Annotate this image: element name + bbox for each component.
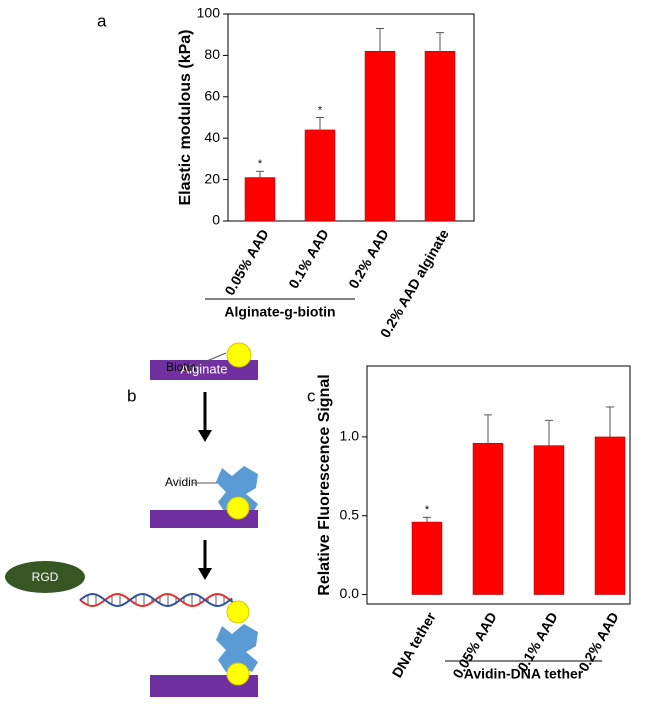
strand	[79, 593, 233, 607]
biotin-label: Biotin	[166, 360, 196, 374]
y-axis-label: Elastic modulous (kPa)	[177, 29, 194, 205]
y-tick-label: 0	[212, 212, 220, 228]
bar	[244, 177, 276, 222]
bar	[304, 129, 336, 222]
pointer	[189, 352, 227, 369]
biotin	[226, 662, 250, 686]
diagram: b Alginate Biotin Avidin RGD	[5, 342, 258, 697]
x-tick-label: 0.05% AAD	[221, 226, 272, 298]
group-label: Avidin-DNA tether	[464, 666, 584, 682]
panel-label: c	[307, 386, 316, 405]
bar	[594, 436, 626, 595]
alginate-label: Alginate	[181, 361, 228, 376]
panel-label: b	[127, 386, 136, 405]
biotin	[226, 600, 250, 624]
x-tick-label: 0.2% AAD	[345, 226, 392, 291]
y-tick-label: 0.0	[340, 585, 360, 601]
alginate-bar	[150, 360, 258, 380]
x-tick-label: 0.1% AAD	[514, 609, 561, 674]
y-tick-label: 20	[204, 170, 220, 186]
plot-frame	[366, 365, 631, 605]
bar	[411, 521, 443, 595]
x-tick-label: 0.2% AAD	[575, 609, 622, 674]
biotin	[226, 496, 250, 520]
rgd-label: RGD	[32, 570, 59, 584]
y-tick-label: 1.0	[340, 428, 360, 444]
y-tick-label: 60	[204, 88, 220, 104]
bar	[424, 51, 456, 222]
panel-label: a	[97, 11, 107, 30]
annotation: *	[425, 504, 430, 516]
biotin	[226, 342, 252, 368]
annotation: *	[258, 158, 263, 170]
arrow-head	[198, 430, 212, 442]
y-tick-label: 0.5	[340, 506, 360, 522]
dna-helix	[79, 593, 239, 607]
y-axis-label: Relative Fluorescence Signal	[316, 374, 333, 595]
bar	[472, 442, 504, 595]
avidin-label: Avidin	[165, 475, 197, 489]
x-tick-label: DNA tether	[389, 609, 439, 680]
rgd	[5, 561, 85, 593]
bar	[364, 51, 396, 222]
y-tick-label: 100	[197, 5, 221, 21]
annotation: *	[318, 104, 323, 116]
group-label: Alginate-g-biotin	[224, 304, 335, 320]
avidin	[216, 624, 258, 672]
arrow-head	[198, 568, 212, 580]
x-tick-label: 0.1% AAD	[285, 226, 332, 291]
y-tick-label: 40	[204, 129, 220, 145]
plot-frame	[227, 13, 475, 222]
bar	[533, 445, 565, 595]
x-tick-label: 0.2% AAD alginate	[377, 226, 452, 340]
y-tick-label: 80	[204, 46, 220, 62]
